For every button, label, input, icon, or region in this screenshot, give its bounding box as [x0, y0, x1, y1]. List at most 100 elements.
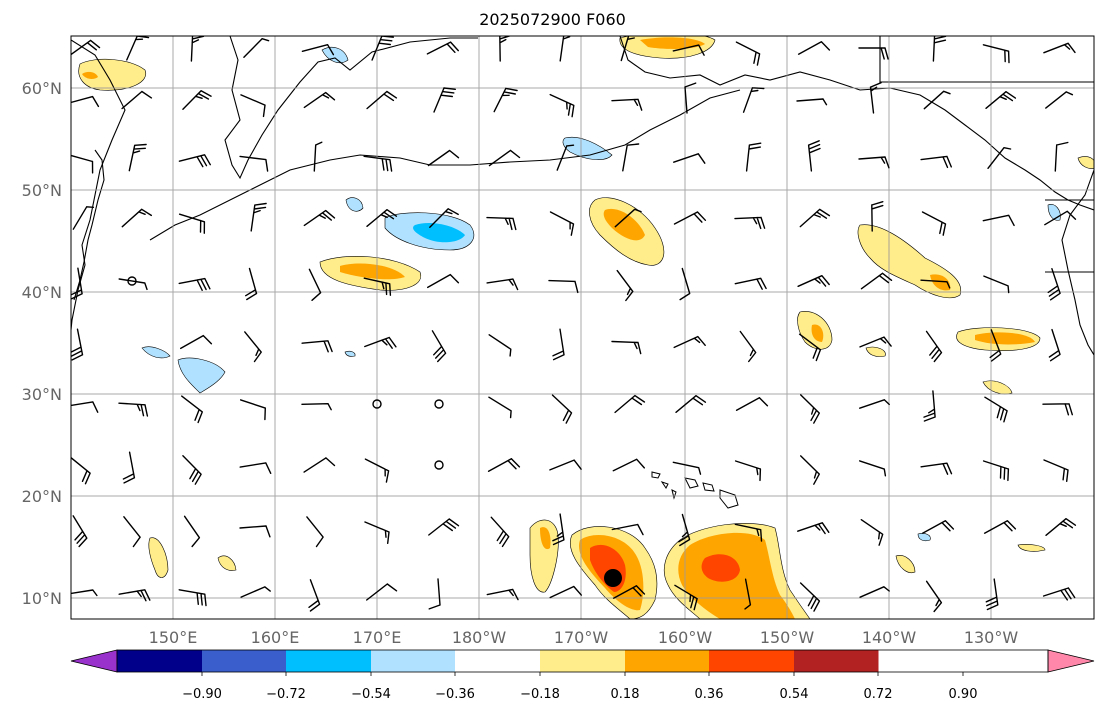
wind-barb [493, 87, 518, 113]
wind-barb [735, 41, 761, 66]
colorbar-tick-label: −0.18 [520, 687, 560, 702]
wind-barb [308, 268, 322, 301]
wind-barb [1042, 587, 1076, 601]
colorbar-extend-low [70, 649, 118, 673]
island [671, 489, 677, 500]
wind-barb [1043, 42, 1076, 54]
wind-barb [616, 269, 634, 302]
wind-barb [243, 38, 270, 58]
wind-barb [925, 580, 943, 613]
anomaly-region [177, 357, 226, 394]
lat-tick-label: 50°N [22, 181, 62, 200]
wind-barb [921, 211, 947, 236]
lon-tick-label: 160°W [658, 628, 713, 647]
colorbar-tick-label: −0.72 [266, 687, 306, 702]
wind-barb [684, 82, 697, 114]
lat-tick-label: 30°N [22, 385, 62, 404]
anomaly-region [701, 554, 740, 582]
coastline-border [879, 36, 1094, 83]
wind-barb [1047, 268, 1061, 301]
wind-barb [858, 47, 889, 60]
wind-barb [366, 90, 398, 110]
wind-barb [71, 267, 83, 300]
wind-barb [182, 455, 202, 485]
wind-barb [178, 213, 206, 234]
wind-barb [859, 336, 892, 348]
lat-tick-label: 10°N [22, 589, 62, 608]
wind-barb [612, 585, 646, 599]
wind-barb [859, 399, 890, 409]
wind-barb [932, 36, 947, 62]
colorbar-extend-high [1047, 649, 1095, 673]
calm-marker [434, 399, 444, 409]
anomaly-region [865, 346, 886, 357]
wind-barb [371, 36, 394, 61]
wind-barb [240, 586, 271, 598]
wind-barb [250, 202, 267, 232]
anomaly-region [895, 555, 916, 573]
negative-anomaly-shading [141, 47, 1061, 542]
wind-barb [121, 90, 153, 110]
wind-barb [612, 458, 645, 472]
wind-barb [118, 589, 151, 602]
wind-barb [858, 156, 890, 169]
wind-barb [860, 272, 893, 290]
wind-barb [611, 98, 643, 111]
wind-barb [118, 278, 148, 291]
island [719, 489, 739, 509]
wind-barb [797, 522, 830, 535]
wind-barb [869, 82, 882, 114]
lon-tick-label: 170°W [554, 628, 609, 647]
anomaly-region [78, 58, 147, 91]
ocean-background [71, 36, 1094, 619]
anomaly-region [982, 380, 1013, 395]
wind-barb [675, 395, 707, 413]
island [651, 471, 661, 479]
wind-barb [549, 459, 582, 471]
colorbar-frame [116, 649, 1049, 673]
wind-barb [987, 147, 1012, 169]
colorbar-tick-label: 0.72 [864, 687, 893, 702]
wind-barbs [71, 36, 1077, 613]
calm-marker [127, 276, 137, 286]
wind-barb [364, 336, 397, 349]
lat-tick-label: 20°N [22, 487, 62, 506]
wind-barb [735, 397, 769, 411]
wind-barb [488, 396, 512, 419]
wind-barb [982, 214, 1015, 227]
wind-barb [366, 209, 398, 227]
wind-barb [984, 396, 1008, 423]
wind-barb [178, 589, 207, 607]
lon-tick-label: 130°W [964, 628, 1019, 647]
lon-tick-label: 180°W [452, 628, 507, 647]
wind-barb [552, 328, 565, 361]
anomaly-region [148, 537, 169, 578]
wind-barb [614, 394, 646, 414]
anomaly-region [1047, 204, 1061, 221]
wind-barb [486, 278, 519, 291]
wind-barb [551, 394, 573, 424]
wind-barb [178, 154, 211, 168]
wind-barb [611, 340, 642, 355]
wind-barb [679, 267, 691, 301]
wind-barb [620, 36, 641, 62]
wind-barb [799, 208, 831, 228]
wind-barb [239, 525, 271, 538]
wind-barb [920, 155, 952, 169]
anomaly-region [141, 346, 171, 359]
lon-tick-label: 150°W [760, 628, 815, 647]
wind-barb [1043, 459, 1069, 482]
wind-barb [611, 523, 644, 536]
anomaly-region [82, 71, 98, 79]
colorbar-tick-label: −0.90 [182, 687, 222, 702]
colorbar-segment [371, 650, 456, 672]
wind-barb [1045, 91, 1074, 109]
wind-barb [678, 513, 691, 547]
wind-barb [239, 155, 269, 172]
wind-barb [239, 462, 272, 474]
wind-barb [303, 91, 336, 109]
wind-barb [486, 588, 519, 601]
wind-barb [429, 208, 459, 228]
positive-anomaly-shading [78, 36, 1094, 619]
wind-barb [71, 154, 94, 174]
